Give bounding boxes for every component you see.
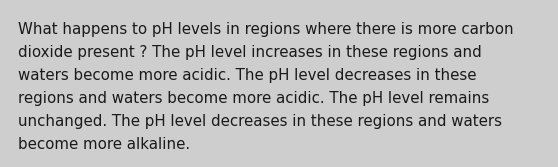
Text: unchanged. The pH level decreases in these regions and waters: unchanged. The pH level decreases in the… <box>18 114 502 129</box>
Text: become more alkaline.: become more alkaline. <box>18 137 190 152</box>
Text: dioxide present ? The pH level increases in these regions and: dioxide present ? The pH level increases… <box>18 45 482 60</box>
Text: regions and waters become more acidic. The pH level remains: regions and waters become more acidic. T… <box>18 91 489 106</box>
Text: What happens to pH levels in regions where there is more carbon: What happens to pH levels in regions whe… <box>18 22 513 37</box>
Text: waters become more acidic. The pH level decreases in these: waters become more acidic. The pH level … <box>18 68 477 83</box>
